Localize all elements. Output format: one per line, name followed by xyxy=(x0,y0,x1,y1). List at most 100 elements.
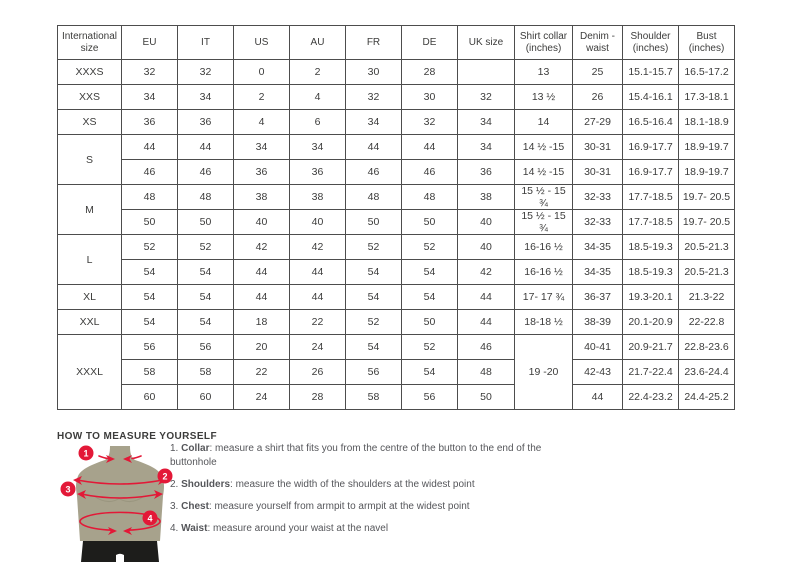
table-row: XXXL 56 56 20 24 54 52 46 19 -20 40-41 20.9-21.7 22… xyxy=(57,334,735,410)
column-header: Bust (inches) xyxy=(678,25,735,60)
size-cell: 0 xyxy=(233,59,290,85)
size-cell: 34 xyxy=(289,134,346,160)
size-cell: 16-16 ½ xyxy=(514,234,573,260)
size-cell: 17- 17 ¾ xyxy=(514,284,573,310)
table-row: 60 60 24 28 58 56 50 44 22.4-23.2 24.4-25.2 xyxy=(58,384,735,410)
size-cell: 18 xyxy=(233,309,290,335)
measure-figure: 1 2 3 4 xyxy=(60,444,178,564)
size-cell: 23.6-24.4 xyxy=(678,359,735,385)
size-cell: 56 xyxy=(345,359,402,385)
size-label-cell: XXS xyxy=(57,84,122,110)
size-chart-body: XXXS 32 32 0 2 30 28 13 25 15.1-15.7 16.5-17.2 XXS 3… xyxy=(57,59,735,410)
size-cell: 42 xyxy=(233,234,290,260)
size-cell: 54 xyxy=(345,284,402,310)
table-row: XXS 34 34 2 4 32 30 32 13 ½ 26 15.4-16.1 17.3-18.1 xyxy=(57,84,735,110)
size-cell: 34-35 xyxy=(572,259,623,285)
size-cell: 50 xyxy=(401,309,458,335)
size-cell: 22.8-23.6 xyxy=(678,334,735,360)
size-cell: 34 xyxy=(233,134,290,160)
measure-instruction: 4. Waist: measure around your waist at t… xyxy=(170,522,590,536)
size-cell: 13 ½ xyxy=(514,84,573,110)
size-cell: 18.5-19.3 xyxy=(622,234,679,260)
size-cell: 52 xyxy=(177,234,234,260)
size-cell: 58 xyxy=(177,359,234,385)
size-cell: 44 xyxy=(401,134,458,160)
size-cell: 46 xyxy=(177,159,234,185)
size-cell: 2 xyxy=(289,59,346,85)
svg-text:2: 2 xyxy=(162,471,167,481)
size-chart-table: International size EU IT US AU FR DE UK size Shi… xyxy=(57,25,735,410)
size-cell: 18.1-18.9 xyxy=(678,109,735,135)
size-cell: 58 xyxy=(345,384,402,410)
size-cell: 48 xyxy=(177,184,234,210)
size-cell: 20.5-21.3 xyxy=(678,234,735,260)
table-row: XL 54 54 44 44 54 54 44 17- 17 ¾ 36-37 19.3-20.1 21… xyxy=(57,284,735,310)
size-cell: 20 xyxy=(233,334,290,360)
size-cell: 15 ½ - 15 ¾ xyxy=(514,184,573,210)
size-cell: 32 xyxy=(401,109,458,135)
table-row: L 52 52 42 42 52 52 40 16-16 ½ 34-35 18.5-19.3 20.5… xyxy=(57,234,735,285)
size-cell: 18.5-19.3 xyxy=(622,259,679,285)
size-cell: 14 ½ -15 xyxy=(514,159,573,185)
instruction-number: 2. xyxy=(170,479,182,490)
size-cell: 18.9-19.7 xyxy=(678,134,735,160)
size-label-cell: XS xyxy=(57,109,122,135)
size-cell: 54 xyxy=(401,284,458,310)
size-cell: 16.9-17.7 xyxy=(622,159,679,185)
size-label-cell: XXXS xyxy=(57,59,122,85)
svg-text:1: 1 xyxy=(83,448,88,458)
size-cell: 36 xyxy=(457,159,515,185)
table-row: 46 46 36 36 46 46 36 14 ½ -15 30-31 16.9-17.7 18.9… xyxy=(58,159,735,185)
size-chart-section: International size EU IT US AU FR DE UK size Shi… xyxy=(57,25,735,410)
size-cell: 17.7-18.5 xyxy=(622,184,679,210)
svg-text:4: 4 xyxy=(147,513,152,523)
size-cell: 52 xyxy=(345,309,402,335)
size-cell: 36 xyxy=(289,159,346,185)
size-cell: 42 xyxy=(289,234,346,260)
size-cell: 44 xyxy=(457,284,515,310)
column-header: DE xyxy=(401,25,458,60)
size-cell: 16.5-17.2 xyxy=(678,59,735,85)
size-cell: 16.5-16.4 xyxy=(622,109,679,135)
measure-section-heading: HOW TO MEASURE YOURSELF xyxy=(57,431,217,442)
size-cell: 18.9-19.7 xyxy=(678,159,735,185)
size-cell: 48 xyxy=(401,184,458,210)
table-row: 58 58 22 26 56 54 48 42-43 21.7-22.4 23.6-24.4 xyxy=(58,359,735,385)
size-cell: 36 xyxy=(121,109,178,135)
size-cell: 38-39 xyxy=(572,309,623,335)
size-cell: 50 xyxy=(401,209,458,235)
size-cell: 48 xyxy=(457,359,515,385)
size-cell: 25 xyxy=(572,59,623,85)
size-cell: 16.9-17.7 xyxy=(622,134,679,160)
size-cell: 30-31 xyxy=(572,159,623,185)
size-cell: 17.7-18.5 xyxy=(622,209,679,235)
mannequin-torso xyxy=(76,446,164,541)
size-cell: 19.3-20.1 xyxy=(622,284,679,310)
size-cell: 19 -20 xyxy=(514,334,573,410)
column-header: UK size xyxy=(457,25,515,60)
collar-measure-arrows xyxy=(98,455,142,463)
column-header: Shoulder (inches) xyxy=(622,25,679,60)
size-label-cell: S xyxy=(57,134,122,185)
measure-list: 1. Collar: measure a shirt that fits you… xyxy=(170,442,590,544)
size-cell: 50 xyxy=(121,209,178,235)
waist-measure-line xyxy=(79,511,161,535)
column-header: AU xyxy=(289,25,346,60)
size-cell: 34 xyxy=(121,84,178,110)
size-cell: 44 xyxy=(233,259,290,285)
size-cell: 46 xyxy=(121,159,178,185)
mannequin-illustration: 1 2 3 4 xyxy=(60,445,173,562)
size-label-cell: M xyxy=(57,184,122,235)
size-chart-header-row: International size EU IT US AU FR DE UK size Shi… xyxy=(57,25,735,60)
size-cell: 60 xyxy=(121,384,178,410)
size-cell: 54 xyxy=(401,259,458,285)
column-header: IT xyxy=(177,25,234,60)
size-cell: 20.1-20.9 xyxy=(622,309,679,335)
size-cell: 44 xyxy=(572,384,623,410)
size-cell: 20.9-21.7 xyxy=(622,334,679,360)
table-row: M 48 48 38 38 48 48 38 15 ½ - 15 ¾ 32-33 17.7-18.5… xyxy=(57,184,735,235)
size-cell xyxy=(457,59,515,85)
instruction-label: Waist xyxy=(181,523,208,534)
size-cell: 36 xyxy=(177,109,234,135)
size-cell: 28 xyxy=(289,384,346,410)
